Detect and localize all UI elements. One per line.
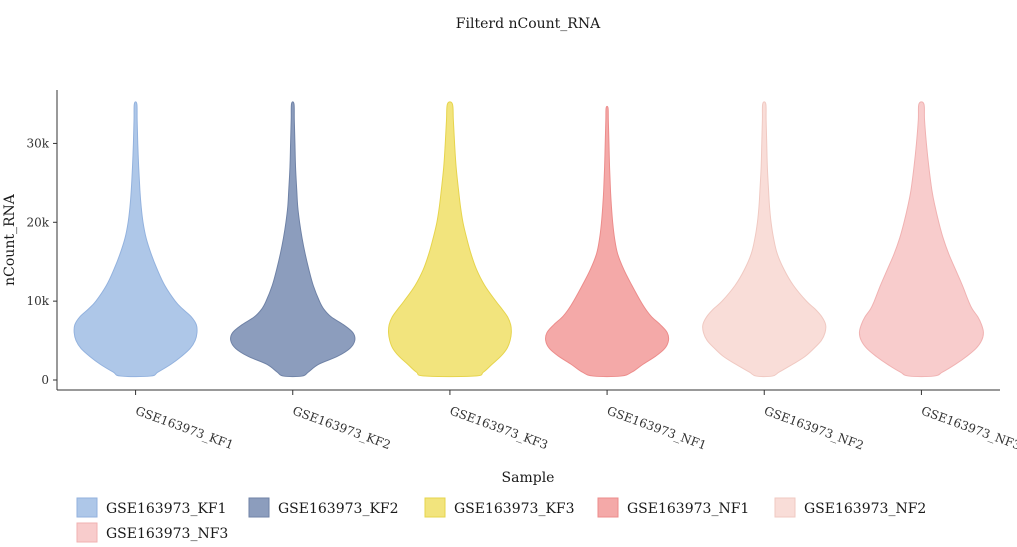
violin-gse163973-kf3 bbox=[387, 101, 512, 378]
legend-item: GSE163973_NF1 bbox=[597, 497, 749, 518]
legend-swatch bbox=[774, 497, 796, 518]
violin-gse163973-kf2 bbox=[230, 101, 356, 378]
x-axis-title: Sample bbox=[502, 470, 555, 486]
x-ticks: GSE163973_KF1 GSE163973_KF2 GSE163973_KF3 G… bbox=[134, 390, 1017, 453]
legend-label: GSE163973_NF3 bbox=[106, 526, 228, 542]
x-tick-label: GSE163973_KF3 bbox=[448, 404, 550, 452]
violin-gse163973-nf3 bbox=[858, 101, 984, 378]
x-tick-label: GSE163973_KF1 bbox=[134, 404, 236, 452]
violin-gse163973-kf1 bbox=[73, 101, 198, 378]
legend-item: GSE163973_NF2 bbox=[774, 497, 926, 518]
legend-swatch bbox=[248, 497, 270, 518]
legend-item: GSE163973_NF3 bbox=[76, 522, 228, 543]
x-tick-label: GSE163973_KF2 bbox=[291, 404, 393, 452]
y-tick-label: 30k bbox=[26, 136, 49, 150]
violin-layer bbox=[73, 101, 984, 378]
legend-label: GSE163973_NF2 bbox=[804, 501, 926, 517]
legend-swatch bbox=[76, 522, 98, 543]
violin-gse163973-nf2 bbox=[702, 101, 827, 378]
x-tick-label: GSE163973_NF1 bbox=[605, 404, 708, 453]
y-ticks: 0 10k 20k 30k bbox=[26, 136, 57, 387]
legend-label: GSE163973_KF2 bbox=[278, 501, 399, 517]
legend-label: GSE163973_NF1 bbox=[627, 501, 749, 517]
chart-title: Filterd nCount_RNA bbox=[456, 16, 601, 32]
legend-label: GSE163973_KF3 bbox=[454, 501, 575, 517]
x-tick-label: GSE163973_NF2 bbox=[762, 404, 865, 453]
y-tick-label: 20k bbox=[26, 215, 49, 229]
legend-item: GSE163973_KF2 bbox=[248, 497, 399, 518]
legend-item: GSE163973_KF1 bbox=[76, 497, 227, 518]
y-tick-label: 0 bbox=[41, 373, 49, 387]
legend-label: GSE163973_KF1 bbox=[106, 501, 227, 517]
legend-swatch bbox=[76, 497, 98, 518]
legend-item: GSE163973_KF3 bbox=[424, 497, 575, 518]
legend: GSE163973_KF1 GSE163973_KF2 GSE163973_KF3 G… bbox=[76, 497, 926, 543]
y-tick-label: 10k bbox=[26, 294, 49, 308]
x-tick-label: GSE163973_NF3 bbox=[919, 404, 1017, 453]
y-axis-title: nCount_RNA bbox=[2, 193, 18, 286]
violin-gse163973-nf1 bbox=[545, 105, 670, 378]
legend-swatch bbox=[597, 497, 619, 518]
legend-swatch bbox=[424, 497, 446, 518]
